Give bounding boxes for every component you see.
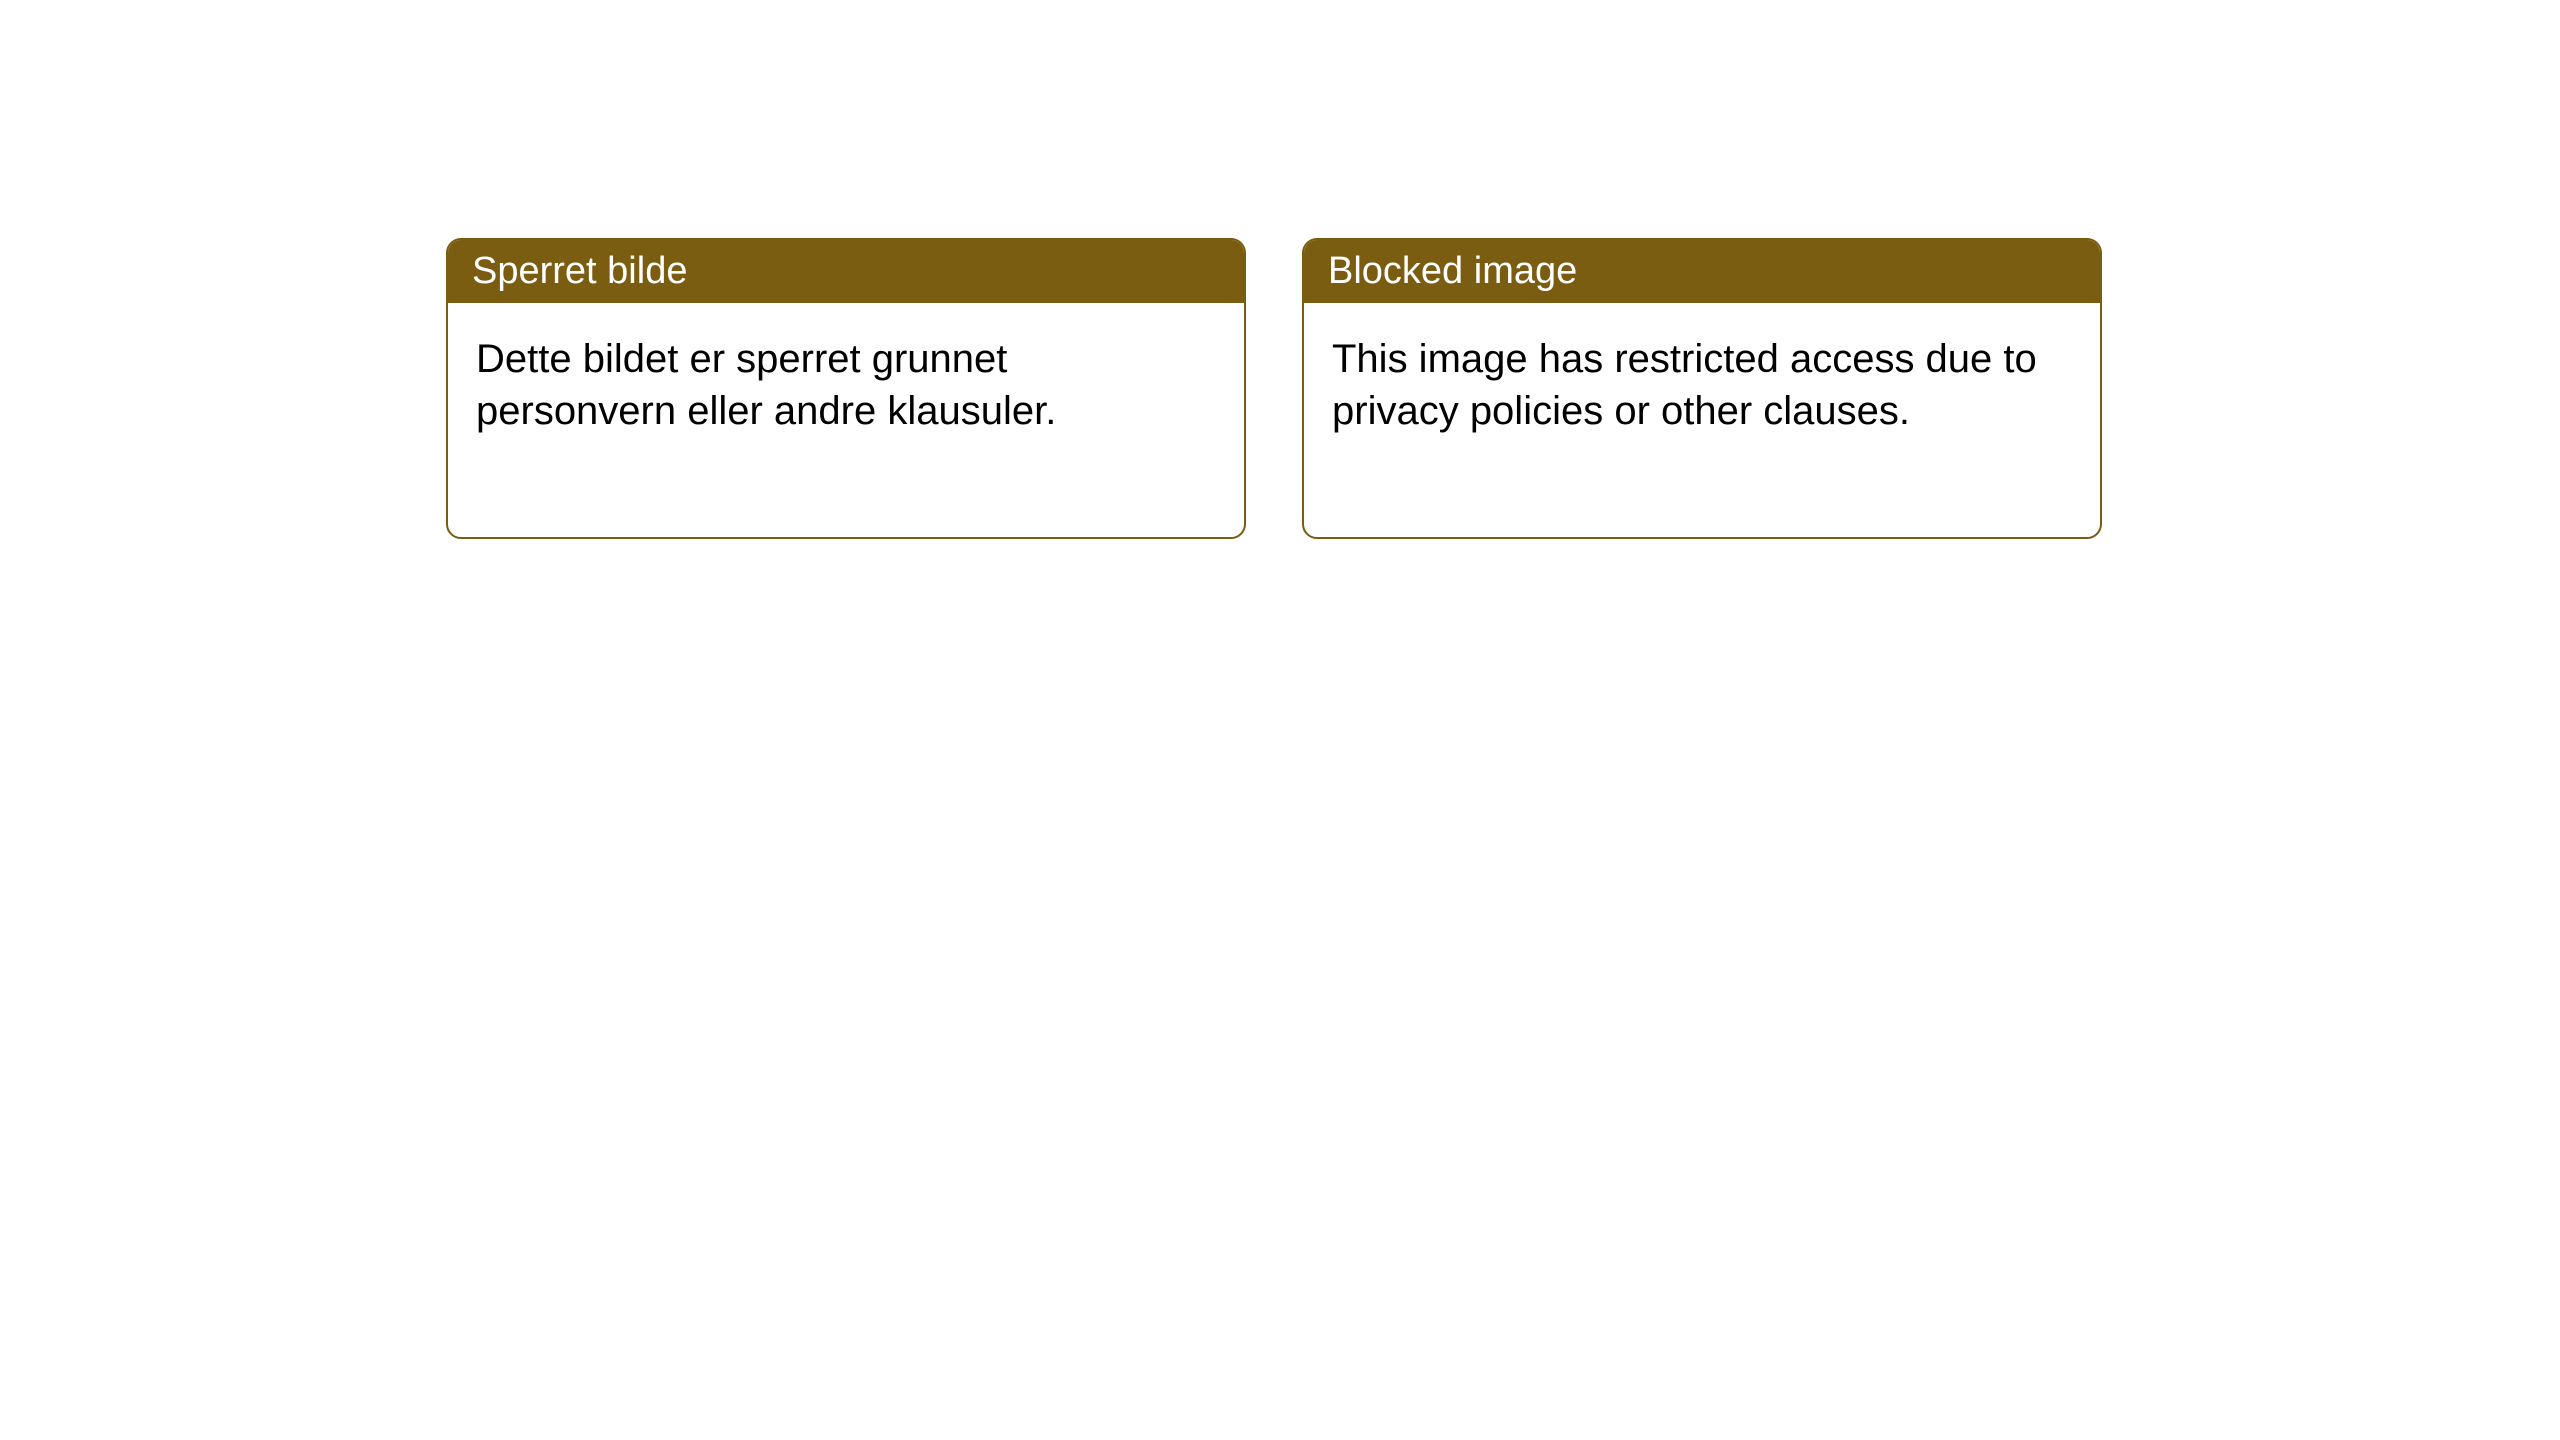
notice-container: Sperret bilde Dette bildet er sperret gr…	[0, 0, 2560, 539]
notice-card-norwegian: Sperret bilde Dette bildet er sperret gr…	[446, 238, 1246, 539]
card-title: Blocked image	[1328, 250, 1577, 292]
card-body: This image has restricted access due to …	[1304, 303, 2100, 537]
card-header: Sperret bilde	[448, 240, 1244, 303]
notice-card-english: Blocked image This image has restricted …	[1302, 238, 2102, 539]
card-title: Sperret bilde	[472, 250, 687, 292]
card-body: Dette bildet er sperret grunnet personve…	[448, 303, 1244, 537]
card-header: Blocked image	[1304, 240, 2100, 303]
card-body-text: This image has restricted access due to …	[1332, 337, 2037, 433]
card-body-text: Dette bildet er sperret grunnet personve…	[476, 337, 1056, 433]
